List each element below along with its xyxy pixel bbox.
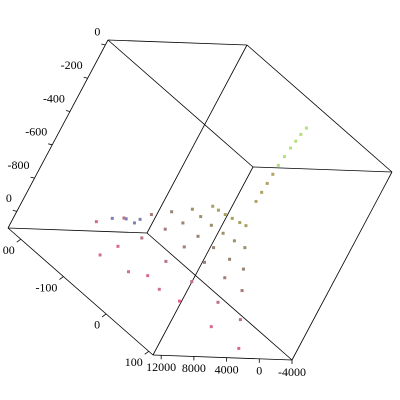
point (203, 260, 207, 264)
point (116, 244, 120, 248)
box-edge (291, 171, 393, 361)
z-tick-label: 0 (94, 25, 100, 39)
point (138, 217, 142, 221)
point (228, 257, 232, 261)
box-edge (152, 166, 254, 356)
box-edge (7, 227, 154, 356)
box-edge (152, 354, 293, 361)
z-tick (101, 43, 106, 46)
point (243, 246, 247, 250)
z-tick (12, 209, 17, 212)
point (209, 223, 213, 227)
x-tick-label: -4000 (278, 365, 306, 379)
y-tick-label: 00 (3, 243, 15, 257)
box-edge (7, 39, 109, 229)
point (299, 132, 303, 136)
point (240, 289, 244, 293)
box-edge (252, 166, 393, 173)
z-tick-label: -400 (43, 91, 65, 105)
y-tick (16, 238, 22, 243)
y-tick (101, 313, 107, 318)
point (221, 231, 225, 235)
point (199, 215, 203, 219)
point (216, 300, 220, 304)
point (283, 155, 287, 159)
point (271, 172, 275, 176)
box-edge (246, 44, 393, 173)
z-tick-label: -800 (8, 158, 30, 172)
point (212, 246, 216, 250)
point (196, 234, 200, 238)
z-tick (30, 176, 35, 179)
point (276, 163, 280, 167)
point (157, 287, 161, 291)
z-tick (48, 143, 53, 146)
point (216, 208, 220, 212)
y-tick-label: -100 (35, 280, 57, 294)
point (209, 325, 213, 329)
point (223, 276, 227, 280)
box-edge (7, 227, 148, 234)
z-tick-label: -200 (61, 58, 83, 72)
point (149, 213, 153, 217)
z-tick-label: 0 (6, 191, 12, 205)
point (237, 346, 241, 350)
point (223, 213, 227, 217)
point (163, 227, 167, 231)
point (94, 220, 98, 224)
point (232, 239, 236, 243)
z-tick (83, 76, 88, 79)
point (211, 204, 215, 208)
point (244, 224, 248, 228)
point (190, 280, 194, 284)
point (190, 207, 194, 211)
x-tick-label: 12000 (146, 360, 176, 374)
z-tick-label: -600 (25, 125, 47, 139)
point (241, 267, 245, 271)
point (177, 299, 181, 303)
point (182, 245, 186, 249)
point (127, 270, 130, 274)
point (238, 221, 242, 225)
point (164, 259, 168, 263)
point (146, 274, 150, 278)
box-edge (146, 44, 248, 234)
point (304, 126, 308, 130)
box-edge (107, 39, 254, 168)
point (254, 199, 258, 203)
point (238, 318, 242, 322)
box-edge (146, 232, 293, 361)
point (140, 236, 144, 240)
x-tick-label: 8000 (182, 361, 206, 375)
point (110, 216, 114, 220)
y-tick (59, 276, 64, 280)
x-tick-label: 0 (256, 364, 262, 378)
box-edge (107, 39, 248, 46)
point (181, 221, 185, 225)
point (132, 221, 136, 225)
y-tick-label: 0 (94, 318, 100, 332)
point (289, 146, 293, 150)
z-tick (65, 110, 71, 112)
x-tick-label: 4000 (215, 362, 239, 376)
point (260, 190, 264, 194)
point (294, 139, 298, 143)
point (230, 216, 234, 220)
point (122, 216, 126, 220)
point (98, 253, 102, 257)
point (265, 181, 269, 185)
y-tick-label: 100 (125, 355, 143, 369)
y-tick (144, 350, 149, 355)
point (124, 217, 128, 221)
point (170, 210, 174, 214)
